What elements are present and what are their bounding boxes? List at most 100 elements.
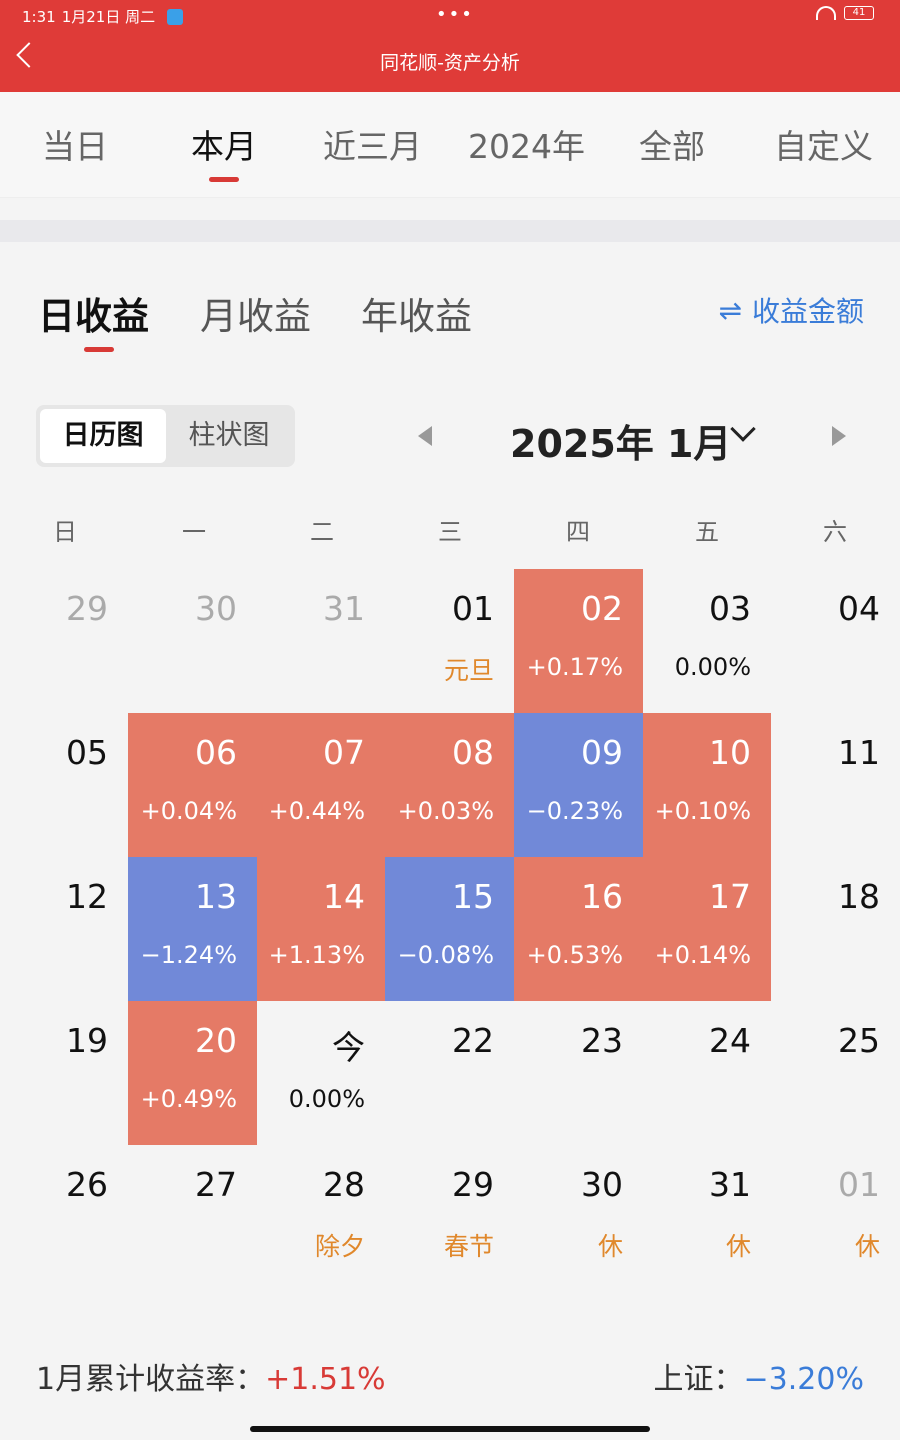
active-tab-indicator xyxy=(209,177,239,182)
calendar-day-cell[interactable]: 01 元旦 xyxy=(385,569,514,713)
period-tabs: 当日 本月 近三月 2024年 全部 自定义 xyxy=(0,92,900,198)
tab-all[interactable]: 全部 xyxy=(639,127,705,166)
calendar-day-cell[interactable]: 31 xyxy=(257,569,385,713)
day-number: 02 xyxy=(581,589,623,628)
tab-daily-return[interactable]: 日收益 xyxy=(38,295,149,338)
calendar-day-cell[interactable]: 07 +0.44% xyxy=(257,713,385,857)
tab-three-months[interactable]: 近三月 xyxy=(323,127,422,166)
day-return-value: 0.00% xyxy=(674,653,751,681)
index-return: 上证：−3.20% xyxy=(654,1354,864,1398)
calendar-day-cell[interactable]: 23 xyxy=(514,1001,643,1145)
weekday-label: 五 xyxy=(695,518,719,546)
status-date: 1月21日 周二 xyxy=(61,8,156,26)
telegram-icon xyxy=(167,8,184,25)
calendar-day-cell[interactable]: 16 +0.53% xyxy=(514,857,643,1001)
calendar-day-cell[interactable]: 30 xyxy=(128,569,257,713)
month-selector[interactable]: 2025年 1月 xyxy=(510,422,732,466)
weekday-label: 四 xyxy=(566,518,590,546)
next-month-icon[interactable] xyxy=(832,426,846,446)
day-number: 16 xyxy=(581,877,623,916)
calendar-day-cell[interactable]: 17 +0.14% xyxy=(643,857,771,1001)
index-return-value: −3.20% xyxy=(743,1362,864,1397)
day-number: 13 xyxy=(195,877,237,916)
day-number: 06 xyxy=(195,733,237,772)
calendar-day-cell[interactable]: 24 xyxy=(643,1001,771,1145)
switch-amount-button[interactable]: ⇌ 收益金额 xyxy=(719,290,864,330)
calendar-day-cell[interactable]: 09 −0.23% xyxy=(514,713,643,857)
day-return-value: +0.44% xyxy=(268,797,365,825)
cumulative-return: 1月累计收益率：+1.51% xyxy=(36,1354,386,1398)
calendar-day-cell[interactable]: 31 休 xyxy=(643,1145,771,1289)
wifi-icon xyxy=(816,6,836,20)
calendar-day-cell[interactable]: 03 0.00% xyxy=(643,569,771,713)
more-dots-icon[interactable]: ••• xyxy=(436,4,474,25)
calendar-day-cell[interactable]: 18 xyxy=(771,857,900,1001)
day-return-value: −0.08% xyxy=(397,941,494,969)
day-number: 20 xyxy=(195,1021,237,1060)
calendar-day-cell[interactable]: 04 xyxy=(771,569,900,713)
calendar-day-cell[interactable]: 29 xyxy=(0,569,128,713)
calendar-day-cell[interactable]: 11 xyxy=(771,713,900,857)
tab-this-month[interactable]: 本月 xyxy=(191,127,257,166)
day-return-value: +0.53% xyxy=(526,941,623,969)
holiday-label: 元旦 xyxy=(443,656,494,685)
status-bar: 1:31 1月21日 周二 xyxy=(22,6,184,27)
weekday-label: 二 xyxy=(310,518,334,546)
day-number: 29 xyxy=(452,1165,494,1204)
tab-monthly-return[interactable]: 月收益 xyxy=(200,295,311,338)
calendar-day-cell[interactable]: 10 +0.10% xyxy=(643,713,771,857)
calendar-day-cell[interactable]: 01 休 xyxy=(771,1145,900,1289)
calendar-day-cell[interactable]: 19 xyxy=(0,1001,128,1145)
day-number: 30 xyxy=(195,589,237,628)
day-return-value: +0.14% xyxy=(654,941,751,969)
day-number: 24 xyxy=(709,1021,751,1060)
calendar-day-cell[interactable]: 29 春节 xyxy=(385,1145,514,1289)
day-return-value: −1.24% xyxy=(140,941,237,969)
status-time: 1:31 xyxy=(22,7,56,26)
day-number: 今 xyxy=(332,1028,365,1067)
calendar-day-cell[interactable]: 15 −0.08% xyxy=(385,857,514,1001)
tab-custom[interactable]: 自定义 xyxy=(774,127,873,166)
cumulative-return-value: +1.51% xyxy=(265,1362,386,1397)
day-number: 29 xyxy=(66,589,108,628)
day-number: 26 xyxy=(66,1165,108,1204)
day-number: 12 xyxy=(66,877,108,916)
day-number: 30 xyxy=(581,1165,623,1204)
calendar-day-cell[interactable]: 30 休 xyxy=(514,1145,643,1289)
calendar-day-cell[interactable]: 06 +0.04% xyxy=(128,713,257,857)
calendar-day-cell[interactable]: 08 +0.03% xyxy=(385,713,514,857)
tab-today[interactable]: 当日 xyxy=(42,127,108,166)
weekday-label: 一 xyxy=(182,518,206,546)
index-return-label: 上证： xyxy=(653,1362,744,1397)
calendar-day-cell[interactable]: 12 xyxy=(0,857,128,1001)
swap-icon: ⇌ xyxy=(718,293,742,327)
holiday-label: 休 xyxy=(597,1232,623,1261)
bar-chart-view-button[interactable]: 柱状图 xyxy=(188,420,270,451)
calendar-day-cell[interactable]: 05 xyxy=(0,713,128,857)
day-number: 25 xyxy=(838,1021,880,1060)
day-number: 11 xyxy=(838,733,880,772)
home-indicator[interactable] xyxy=(250,1426,650,1432)
calendar-day-cell[interactable]: 28 除夕 xyxy=(257,1145,385,1289)
chevron-down-icon[interactable] xyxy=(730,416,756,442)
weekday-header: 日 一 二 三 四 五 六 xyxy=(0,512,900,546)
day-number: 31 xyxy=(709,1165,751,1204)
calendar-day-cell[interactable]: 22 xyxy=(385,1001,514,1145)
calendar-day-cell[interactable]: 02 +0.17% xyxy=(514,569,643,713)
calendar-day-cell[interactable]: 25 xyxy=(771,1001,900,1145)
calendar-day-cell[interactable]: 27 xyxy=(128,1145,257,1289)
calendar-day-cell[interactable]: 20 +0.49% xyxy=(128,1001,257,1145)
calendar-view-button[interactable]: 日历图 xyxy=(40,409,166,463)
calendar-day-cell[interactable]: 13 −1.24% xyxy=(128,857,257,1001)
day-number: 18 xyxy=(838,877,880,916)
prev-month-icon[interactable] xyxy=(418,426,432,446)
weekday-label: 六 xyxy=(823,518,847,546)
view-toggle: 日历图 柱状图 xyxy=(36,405,295,467)
tab-yearly-return[interactable]: 年收益 xyxy=(361,295,472,338)
day-number: 03 xyxy=(709,589,751,628)
day-number: 14 xyxy=(323,877,365,916)
calendar-day-cell[interactable]: 14 +1.13% xyxy=(257,857,385,1001)
calendar-day-cell[interactable]: 今 0.00% xyxy=(257,1001,385,1145)
tab-2024[interactable]: 2024年 xyxy=(468,127,585,166)
calendar-day-cell[interactable]: 26 xyxy=(0,1145,128,1289)
